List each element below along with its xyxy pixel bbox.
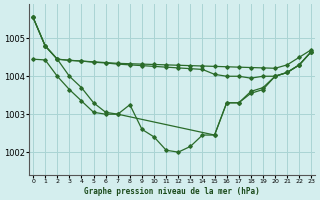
X-axis label: Graphe pression niveau de la mer (hPa): Graphe pression niveau de la mer (hPa) <box>84 187 260 196</box>
